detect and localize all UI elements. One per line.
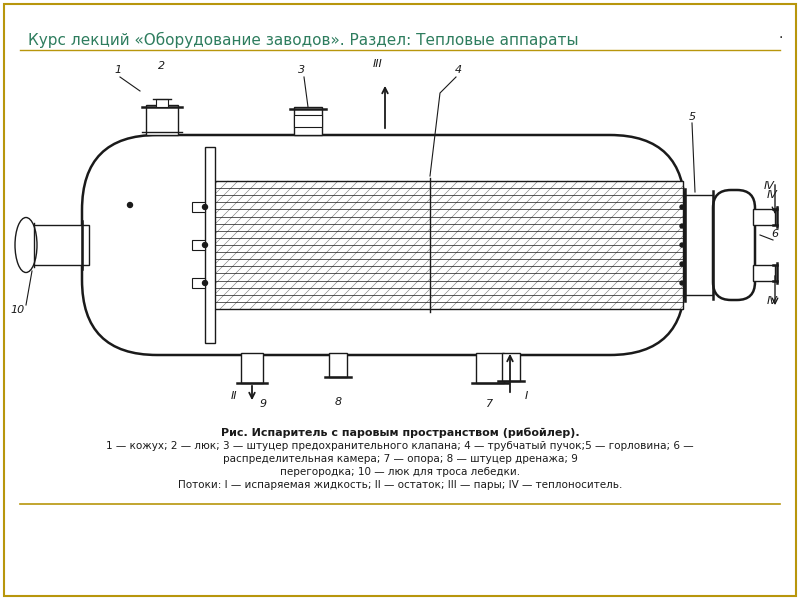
Text: Потоки: I — испаряемая жидкость; II — остаток; III — пары; IV — теплоноситель.: Потоки: I — испаряемая жидкость; II — ос… bbox=[178, 480, 622, 490]
Bar bbox=[329, 353, 347, 377]
Bar bbox=[753, 209, 775, 225]
Text: 2: 2 bbox=[158, 61, 166, 71]
Bar bbox=[294, 107, 322, 135]
Bar bbox=[241, 353, 263, 383]
Bar bbox=[205, 147, 215, 343]
Circle shape bbox=[680, 262, 684, 266]
Text: II: II bbox=[230, 391, 238, 401]
Bar bbox=[476, 353, 504, 383]
Circle shape bbox=[680, 205, 684, 209]
Text: перегородка; 10 — люк для троса лебедки.: перегородка; 10 — люк для троса лебедки. bbox=[280, 467, 520, 477]
Text: 5: 5 bbox=[689, 112, 695, 122]
Text: III: III bbox=[373, 59, 383, 69]
FancyBboxPatch shape bbox=[713, 190, 755, 300]
Text: I: I bbox=[524, 391, 528, 401]
Text: 1 — кожух; 2 — люк; 3 — штуцер предохранительного клапана; 4 — трубчатый пучок;5: 1 — кожух; 2 — люк; 3 — штуцер предохран… bbox=[106, 441, 694, 451]
Text: 8: 8 bbox=[334, 397, 342, 407]
Text: IV: IV bbox=[763, 273, 774, 283]
Text: IV: IV bbox=[763, 181, 774, 191]
Text: 6: 6 bbox=[771, 229, 778, 239]
Text: распределительная камера; 7 — опора; 8 — штуцер дренажа; 9: распределительная камера; 7 — опора; 8 —… bbox=[222, 454, 578, 464]
Circle shape bbox=[202, 242, 207, 247]
Bar bbox=[33, 225, 89, 265]
Circle shape bbox=[127, 202, 133, 208]
Circle shape bbox=[680, 281, 684, 285]
Bar bbox=[210, 181, 683, 309]
Ellipse shape bbox=[15, 217, 37, 272]
Text: 1: 1 bbox=[114, 65, 122, 75]
Text: 9: 9 bbox=[260, 399, 267, 409]
Text: 10: 10 bbox=[11, 305, 25, 315]
Circle shape bbox=[202, 280, 207, 286]
Bar bbox=[192, 240, 205, 250]
Bar bbox=[753, 265, 775, 281]
Bar bbox=[502, 353, 520, 381]
Text: 3: 3 bbox=[298, 65, 306, 75]
Bar bbox=[294, 115, 322, 127]
Bar bbox=[192, 278, 205, 288]
Text: .: . bbox=[778, 27, 782, 41]
Circle shape bbox=[202, 205, 207, 209]
Bar bbox=[210, 181, 683, 309]
Bar bbox=[685, 195, 713, 295]
Text: 7: 7 bbox=[486, 399, 494, 409]
Text: IV: IV bbox=[766, 296, 778, 306]
Circle shape bbox=[680, 224, 684, 228]
Bar bbox=[156, 99, 168, 107]
Text: 4: 4 bbox=[454, 65, 462, 75]
Circle shape bbox=[680, 243, 684, 247]
FancyBboxPatch shape bbox=[82, 135, 685, 355]
Bar bbox=[146, 105, 178, 135]
Text: Рис. Испаритель с паровым пространством (рибойлер).: Рис. Испаритель с паровым пространством … bbox=[221, 428, 579, 439]
Bar bbox=[192, 202, 205, 212]
Text: Курс лекций «Оборудование заводов». Раздел: Тепловые аппараты: Курс лекций «Оборудование заводов». Разд… bbox=[28, 32, 578, 48]
Text: IV: IV bbox=[766, 190, 778, 200]
